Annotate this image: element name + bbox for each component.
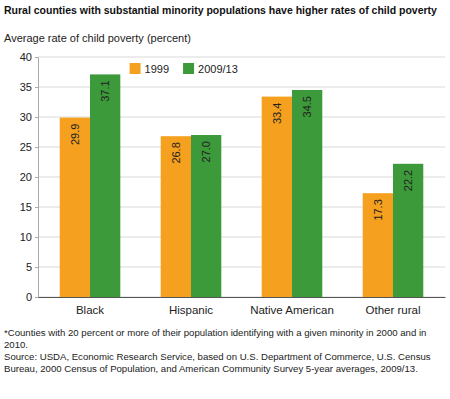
x-tick-label: Black <box>76 304 104 316</box>
legend-label: 1999 <box>145 63 169 75</box>
x-tick: Native American <box>250 297 334 316</box>
y-tick-mark <box>35 237 38 238</box>
y-tick: 0 <box>26 291 38 303</box>
data-label: 22.2 <box>402 170 414 191</box>
data-label: 26.8 <box>170 142 182 163</box>
y-tick: 25 <box>20 141 38 153</box>
y-tick-label: 10 <box>20 231 32 243</box>
bar <box>191 135 221 297</box>
legend-item: 2009/13 <box>183 63 238 75</box>
data-label: 29.9 <box>69 124 81 145</box>
bar <box>161 136 191 297</box>
note: Source: USDA, Economic Research Service,… <box>4 351 444 375</box>
y-tick: 40 <box>20 51 38 63</box>
y-tick-mark <box>35 117 38 118</box>
bars <box>60 74 424 297</box>
y-tick-mark <box>35 57 38 58</box>
chart-svg: Rural counties with substantial minority… <box>0 0 450 325</box>
data-label: 17.3 <box>372 199 384 220</box>
data-label: 34.5 <box>301 96 313 117</box>
x-axis: Black Hispanic Native American Other rural <box>39 297 446 316</box>
y-tick-label: 40 <box>20 51 32 63</box>
bar <box>393 164 423 297</box>
y-tick: 5 <box>26 261 38 273</box>
y-tick: 15 <box>20 201 38 213</box>
x-tick-label: Hispanic <box>169 304 213 316</box>
legend-swatch <box>130 63 141 74</box>
data-label: 27.0 <box>200 141 212 162</box>
y-tick: 35 <box>20 81 38 93</box>
y-axis-label: Average rate of child poverty (percent) <box>4 32 191 44</box>
bar <box>363 193 393 297</box>
legend: 1999 2009/13 <box>130 63 238 75</box>
x-tick: Other rural <box>366 297 421 316</box>
bar <box>292 90 322 297</box>
y-tick-label: 5 <box>26 261 32 273</box>
title: Rural counties with substantial minority… <box>4 4 437 16</box>
legend-label: 2009/13 <box>198 63 238 75</box>
y-tick-mark <box>35 207 38 208</box>
bar <box>90 74 120 297</box>
y-tick-label: 25 <box>20 141 32 153</box>
y-tick-label: 15 <box>20 201 32 213</box>
grid-line <box>38 57 445 58</box>
y-tick-mark <box>35 267 38 268</box>
y-tick-label: 35 <box>20 81 32 93</box>
bar <box>60 118 90 297</box>
data-label: 37.1 <box>99 80 111 101</box>
x-axis-line <box>39 297 446 298</box>
y-tick-label: 20 <box>20 171 32 183</box>
y-tick-mark <box>35 87 38 88</box>
note: *Counties with 20 percent or more of the… <box>4 327 444 351</box>
chart-container: Rural counties with substantial minority… <box>0 0 450 399</box>
y-tick-mark <box>35 147 38 148</box>
x-tick-label: Native American <box>250 304 334 316</box>
y-axis-line <box>38 58 39 298</box>
y-tick: 30 <box>20 111 38 123</box>
y-tick-mark <box>35 297 38 298</box>
y-tick-mark <box>35 177 38 178</box>
bar <box>262 97 292 297</box>
y-tick: 10 <box>20 231 38 243</box>
data-labels: 29.9 26.8 33.4 17.3 37.1 27.0 34.5 22.2 <box>69 80 414 220</box>
y-tick-label: 30 <box>20 111 32 123</box>
x-tick-label: Other rural <box>366 304 421 316</box>
y-axis: 0 5 10 15 20 25 30 35 40 <box>20 51 39 303</box>
x-tick: Hispanic <box>169 297 213 316</box>
y-tick-label: 0 <box>26 291 32 303</box>
data-label: 33.4 <box>271 103 283 124</box>
legend-swatch <box>183 63 194 74</box>
notes: *Counties with 20 percent or more of the… <box>4 327 444 375</box>
y-tick: 20 <box>20 171 38 183</box>
x-tick: Black <box>76 297 104 316</box>
legend-item: 1999 <box>130 63 169 75</box>
grid <box>38 57 445 297</box>
